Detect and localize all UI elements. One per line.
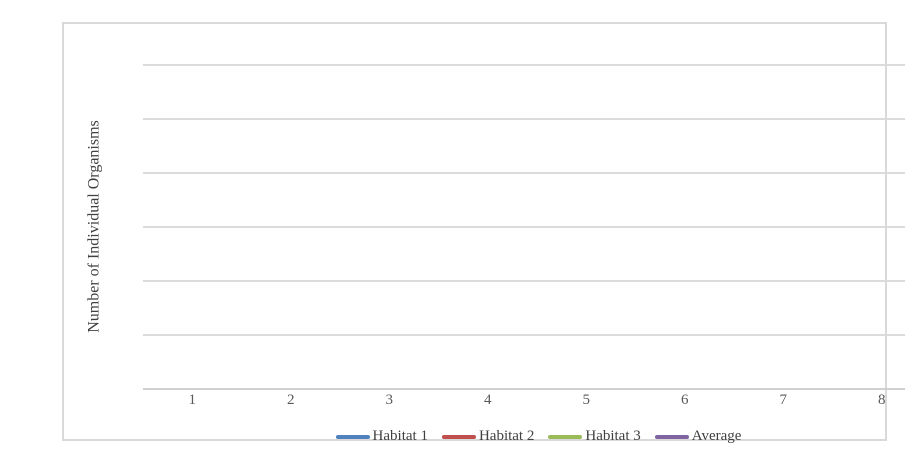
y-gridline [143, 64, 905, 66]
legend-item-label: Habitat 2 [478, 428, 535, 444]
legend-item: Habitat 2 [441, 428, 535, 445]
y-gridline [143, 226, 905, 228]
x-axis-tick-labels: 1 2 3 4 5 6 7 8 [143, 392, 905, 409]
legend-item: Habitat 1 [335, 428, 428, 445]
y-axis-title: Number of Individual Organisms [85, 120, 103, 333]
x-axis-tick-label: 1 [188, 392, 197, 408]
legend-line-swatch-icon [441, 434, 476, 439]
legend-item: Habitat 3 [548, 428, 641, 445]
legend-line-swatch-icon [654, 434, 689, 439]
x-axis-tick-label: 3 [385, 392, 394, 408]
x-axis-tick-label: 2 [287, 392, 295, 408]
chart-legend: Habitat 1 Habitat 2 Habitat 3 Average [126, 428, 905, 445]
y-gridline [143, 334, 905, 336]
x-axis-line [143, 388, 905, 390]
legend-item: Average [654, 428, 742, 445]
legend-line-swatch-icon [548, 434, 583, 439]
legend-line-swatch-icon [335, 434, 370, 439]
x-axis-tick-label: 7 [779, 392, 788, 408]
legend-item-label: Average [691, 428, 742, 444]
x-axis-tick-label: 6 [681, 392, 689, 408]
y-gridline [143, 118, 905, 120]
y-gridline [143, 172, 905, 174]
x-axis-tick-label: 4 [484, 392, 492, 408]
legend-item-label: Habitat 3 [585, 428, 641, 444]
legend-item-label: Habitat 1 [372, 428, 428, 444]
plot-area [143, 64, 905, 390]
x-axis-tick-label: 8 [878, 392, 886, 408]
y-gridline [143, 280, 905, 282]
x-axis-tick-label: 5 [582, 392, 591, 408]
